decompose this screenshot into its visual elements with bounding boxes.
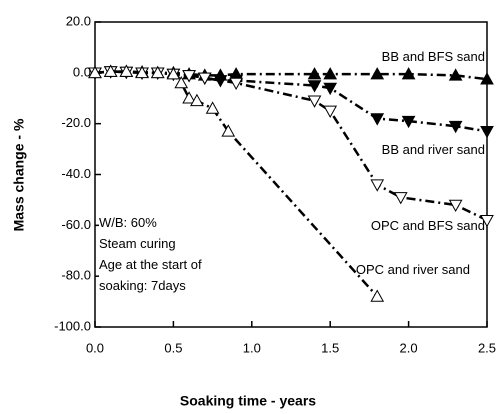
data-point	[307, 80, 322, 93]
data-point	[370, 289, 385, 302]
x-tick-label: 2.5	[478, 340, 496, 355]
annotation: W/B: 60%	[99, 212, 157, 233]
y-tick-label: -80.0	[61, 268, 91, 283]
data-point	[88, 65, 102, 79]
series-label: BB and BFS sand	[381, 49, 485, 64]
data-point	[197, 72, 212, 85]
x-tick-label: 0.0	[86, 340, 104, 355]
data-point	[150, 65, 165, 79]
data-point	[213, 75, 228, 88]
data-point	[323, 67, 338, 80]
y-tick-label: -100.0	[54, 318, 91, 333]
series-line	[94, 70, 488, 133]
x-tick-label: 1.0	[243, 340, 261, 355]
y-tick-label: 0.0	[73, 64, 91, 79]
data-point	[119, 64, 134, 77]
x-tick-label: 2.0	[400, 340, 418, 355]
y-tick-label: -20.0	[61, 115, 91, 130]
data-point	[182, 70, 196, 83]
data-point	[205, 101, 220, 114]
data-point	[323, 82, 338, 96]
data-point	[174, 75, 189, 89]
y-tick-label: -40.0	[61, 166, 91, 181]
data-point	[370, 179, 385, 192]
annotation: Age at the start of	[99, 254, 202, 275]
x-axis-label: Soaking time - years	[180, 393, 316, 409]
data-point	[221, 124, 236, 137]
data-point	[166, 67, 181, 80]
data-point	[103, 64, 118, 77]
annotation: soaking: 7days	[99, 275, 186, 296]
data-point	[135, 65, 149, 79]
y-tick-label: 20.0	[66, 13, 91, 28]
series-label: BB and river sand	[381, 142, 485, 157]
data-point	[370, 113, 385, 126]
data-point	[401, 67, 416, 80]
series-label: OPC and river sand	[355, 262, 470, 277]
data-point	[190, 93, 204, 107]
data-point	[307, 67, 322, 80]
series-line	[94, 70, 488, 222]
data-point	[448, 120, 463, 134]
data-point	[323, 105, 338, 118]
data-point	[370, 67, 385, 80]
data-point	[480, 214, 494, 228]
data-point	[182, 91, 196, 104]
y-tick-label: -60.0	[61, 217, 91, 232]
y-axis-label: Mass change - %	[11, 118, 27, 231]
data-point	[401, 115, 416, 129]
data-point	[393, 192, 408, 205]
annotation: Steam curing	[99, 233, 176, 254]
data-point	[480, 125, 494, 139]
data-point	[480, 72, 494, 85]
series-label: OPC and BFS sand	[370, 218, 485, 233]
data-point	[229, 77, 243, 91]
data-point	[448, 199, 463, 213]
data-point	[448, 68, 463, 81]
x-tick-label: 0.5	[164, 340, 182, 355]
x-tick-label: 1.5	[321, 340, 339, 355]
data-point	[307, 95, 322, 108]
